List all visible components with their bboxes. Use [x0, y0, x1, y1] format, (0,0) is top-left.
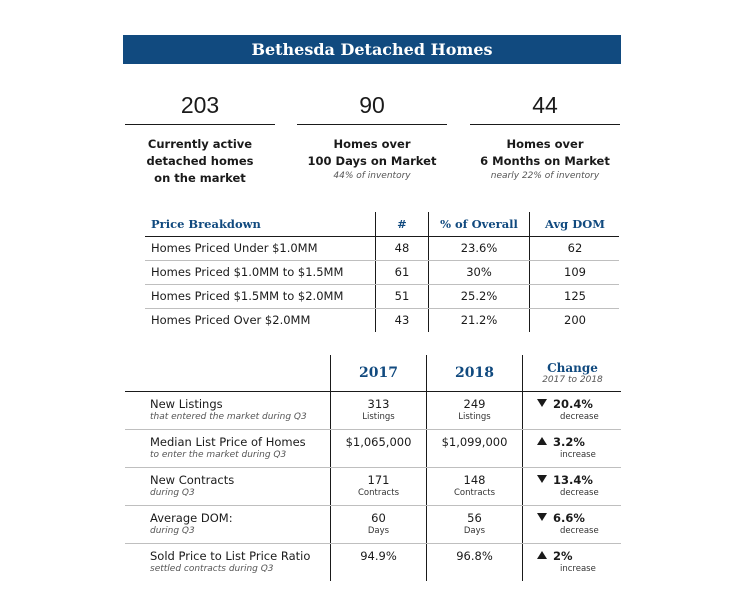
value-2018: $1,099,000 — [441, 435, 508, 449]
value-2018: 148 — [463, 473, 486, 487]
title-banner: Bethesda Detached Homes — [123, 35, 621, 64]
row-pct: 23.6% — [428, 237, 529, 260]
table-header: 2017 2018 Change 2017 to 2018 — [125, 355, 621, 392]
row-dom: 200 — [529, 309, 620, 332]
arrow-up-icon — [537, 551, 547, 559]
row-sublabel: to enter the market during Q3 — [150, 450, 287, 460]
arrow-up-icon — [537, 437, 547, 445]
value-2018: 96.8% — [456, 549, 493, 563]
header-price-breakdown: Price Breakdown — [151, 217, 261, 231]
change-value: 20.4% — [553, 397, 593, 411]
stat-value: 203 — [180, 92, 220, 118]
stat-subtext: nearly 22% of inventory — [490, 171, 600, 181]
stat-divider — [125, 124, 275, 125]
value-2018: 249 — [463, 397, 486, 411]
row-count: 61 — [375, 261, 428, 284]
header-2017: 2017 — [330, 355, 426, 391]
row-label: New Contracts — [150, 473, 235, 487]
value-2017: 60 — [371, 511, 386, 525]
table-row: New Contracts during Q3 171 Contracts 14… — [125, 468, 621, 506]
change-word: decrease — [560, 526, 599, 536]
table-header: Price Breakdown # % of Overall Avg DOM — [145, 212, 619, 237]
table-row: Homes Priced $1.5MM to $2.0MM 51 25.2% 1… — [145, 285, 619, 309]
unit-2018: Listings — [458, 412, 491, 422]
row-label: Homes Priced $1.0MM to $1.5MM — [151, 265, 344, 279]
table-row: Homes Priced Under $1.0MM 48 23.6% 62 — [145, 237, 619, 261]
row-count: 48 — [375, 237, 428, 260]
table-row: Median List Price of Homes to enter the … — [125, 430, 621, 468]
unit-2017: Listings — [362, 412, 395, 422]
value-2017: 94.9% — [360, 549, 397, 563]
table-row: Homes Priced $1.0MM to $1.5MM 61 30% 109 — [145, 261, 619, 285]
table-row: New Listings that entered the market dur… — [125, 392, 621, 430]
header-pct-overall: % of Overall — [428, 212, 529, 236]
stat-subtext: 44% of inventory — [333, 171, 411, 181]
table-row: Homes Priced Over $2.0MM 43 21.2% 200 — [145, 309, 619, 332]
row-count: 43 — [375, 309, 428, 332]
stat-divider — [297, 124, 447, 125]
row-sublabel: settled contracts during Q3 — [150, 564, 274, 574]
table-row: Sold Price to List Price Ratio settled c… — [125, 544, 621, 581]
row-pct: 25.2% — [428, 285, 529, 308]
stat-100-days: 90 Homes over 100 Days on Market 44% of … — [297, 90, 447, 181]
row-label: Average DOM: — [150, 511, 233, 525]
row-label: Homes Priced Over $2.0MM — [151, 313, 311, 327]
change-value: 3.2% — [553, 435, 585, 449]
row-count: 51 — [375, 285, 428, 308]
change-value: 13.4% — [553, 473, 593, 487]
stat-description: Currently active detached homes on the m… — [146, 137, 254, 185]
table-row: Average DOM: during Q3 60 Days 56 Days 6… — [125, 506, 621, 544]
row-dom: 62 — [529, 237, 620, 260]
row-sublabel: during Q3 — [150, 526, 195, 536]
header-count: # — [375, 212, 428, 236]
unit-2018: Days — [463, 526, 486, 536]
value-2018: 56 — [467, 511, 482, 525]
unit-2017: Contracts — [358, 488, 399, 498]
header-2018: 2018 — [426, 355, 522, 391]
comparison-table: 2017 2018 Change 2017 to 2018 New Listin… — [125, 355, 621, 581]
row-sublabel: that entered the market during Q3 — [150, 412, 307, 422]
change-word: decrease — [560, 412, 599, 422]
stat-divider — [470, 124, 620, 125]
value-2017: $1,065,000 — [345, 435, 412, 449]
price-breakdown-table: Price Breakdown # % of Overall Avg DOM H… — [145, 212, 619, 332]
row-label: Homes Priced $1.5MM to $2.0MM — [151, 289, 344, 303]
stat-6-months: 44 Homes over 6 Months on Market nearly … — [470, 90, 620, 181]
stat-active: 203 Currently active detached homes on t… — [125, 90, 275, 187]
change-word: increase — [560, 564, 596, 574]
value-2017: 171 — [367, 473, 390, 487]
row-label: Homes Priced Under $1.0MM — [151, 241, 318, 255]
change-word: decrease — [560, 488, 599, 498]
row-label: Median List Price of Homes — [150, 435, 306, 449]
stat-value: 90 — [359, 92, 385, 118]
change-word: increase — [560, 450, 596, 460]
arrow-down-icon — [537, 513, 547, 521]
change-value: 2% — [553, 549, 573, 563]
row-pct: 30% — [428, 261, 529, 284]
arrow-down-icon — [537, 399, 547, 407]
unit-2018: Contracts — [454, 488, 495, 498]
change-value: 6.6% — [553, 511, 585, 525]
row-label: Sold Price to List Price Ratio — [150, 549, 311, 563]
row-dom: 109 — [529, 261, 620, 284]
header-change: Change 2017 to 2018 — [522, 355, 622, 391]
row-dom: 125 — [529, 285, 620, 308]
unit-2017: Days — [367, 526, 390, 536]
arrow-down-icon — [537, 475, 547, 483]
stat-description: Homes over 6 Months on Market — [480, 137, 610, 168]
row-label: New Listings — [150, 397, 223, 411]
row-sublabel: during Q3 — [150, 488, 195, 498]
row-pct: 21.2% — [428, 309, 529, 332]
header-avg-dom: Avg DOM — [529, 212, 620, 236]
stat-description: Homes over 100 Days on Market — [307, 137, 437, 168]
stat-value: 44 — [532, 92, 558, 118]
value-2017: 313 — [367, 397, 390, 411]
